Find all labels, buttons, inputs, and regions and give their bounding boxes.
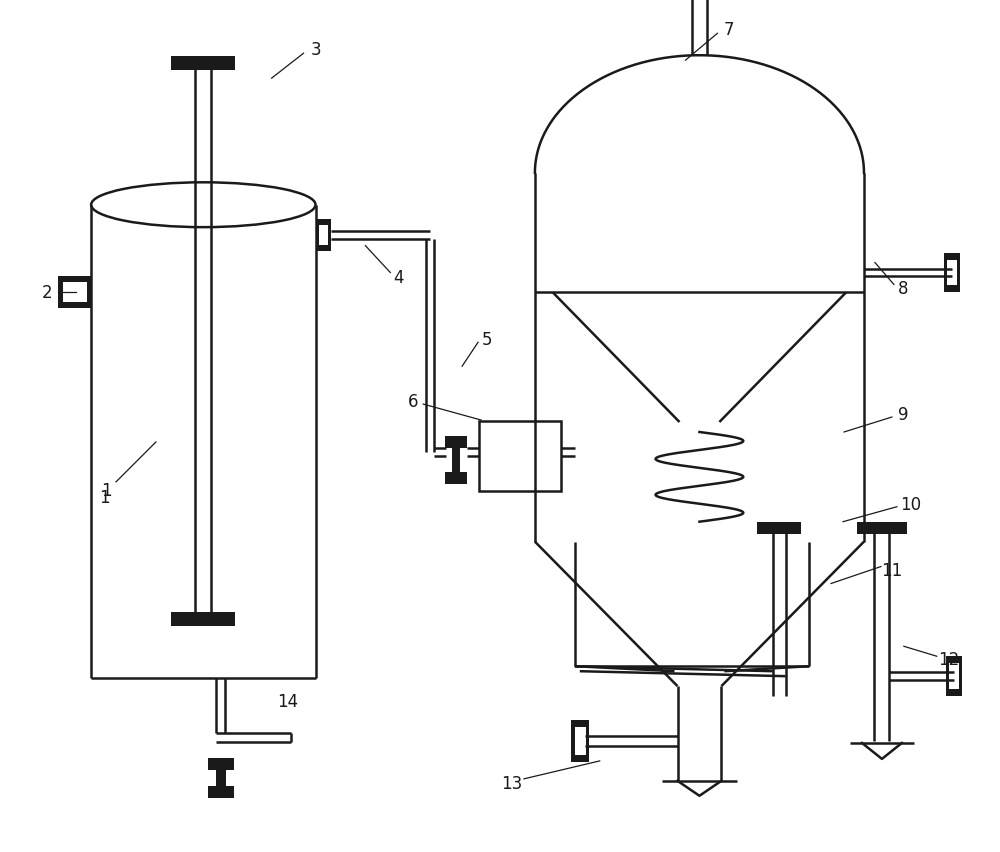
Bar (208, 786, 234, 797)
Text: 11: 11 (881, 561, 903, 579)
Bar (445, 436, 467, 448)
Bar (857, 522, 907, 534)
Bar (63, 283, 87, 303)
Text: 5: 5 (482, 331, 492, 348)
Text: 6: 6 (408, 393, 418, 411)
Bar (319, 226, 328, 245)
Bar (445, 472, 467, 484)
Text: 10: 10 (900, 495, 921, 513)
Text: 1: 1 (101, 481, 111, 499)
Text: 1: 1 (99, 488, 109, 506)
Text: 2: 2 (42, 284, 53, 302)
Text: 14: 14 (277, 693, 298, 711)
Text: 13: 13 (501, 774, 523, 792)
Bar (479, 422, 561, 492)
Text: 9: 9 (898, 406, 908, 423)
Bar (757, 522, 801, 534)
Text: 4: 4 (393, 269, 404, 287)
Bar (316, 220, 331, 251)
Bar (947, 260, 957, 286)
Bar (452, 446, 460, 472)
Bar (575, 727, 586, 755)
Bar (171, 57, 235, 71)
Bar (944, 253, 960, 293)
Text: 3: 3 (310, 41, 321, 59)
Bar (171, 613, 235, 626)
Bar (216, 768, 226, 786)
Text: 7: 7 (724, 21, 735, 39)
Text: 12: 12 (938, 650, 959, 669)
Text: 8: 8 (898, 280, 908, 298)
Bar (571, 720, 589, 762)
Bar (208, 758, 234, 770)
Bar (946, 657, 962, 696)
Bar (949, 664, 959, 689)
Bar (58, 277, 91, 309)
